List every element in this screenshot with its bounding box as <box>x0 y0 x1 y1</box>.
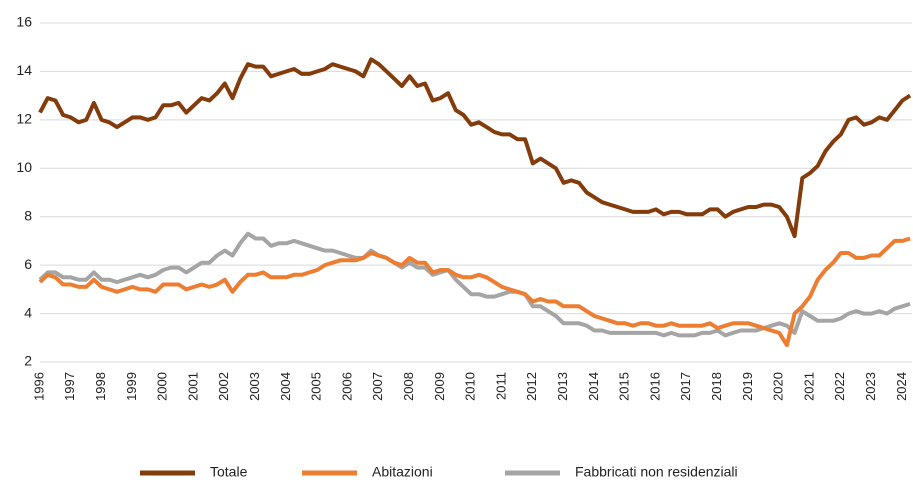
x-tick-label: 2013 <box>555 372 570 401</box>
x-tick-label: 2019 <box>740 372 755 401</box>
x-tick-label: 2015 <box>617 372 632 401</box>
x-tick-label: 2014 <box>586 372 601 401</box>
x-tick-label: 2007 <box>370 372 385 401</box>
y-tick-label: 6 <box>24 256 32 272</box>
x-tick-label: 2018 <box>709 372 724 401</box>
series-line <box>38 57 912 239</box>
x-tick-label: 1996 <box>31 372 46 401</box>
x-tick-label: 1997 <box>62 372 77 401</box>
y-tick-label: 4 <box>24 304 32 320</box>
y-tick-label: 10 <box>16 159 32 175</box>
x-tick-label: 2017 <box>678 372 693 401</box>
x-tick-label: 2022 <box>832 372 847 401</box>
x-tick-label: 2012 <box>524 372 539 401</box>
y-tick-label: 14 <box>16 62 32 78</box>
y-tick-label: 12 <box>16 111 32 127</box>
y-tick-label: 8 <box>24 207 32 223</box>
x-tick-label: 2009 <box>432 372 447 401</box>
x-tick-label: 2005 <box>309 372 324 401</box>
x-tick-label: 2011 <box>493 372 508 400</box>
legend-label: Abitazioni <box>372 464 433 480</box>
y-tick-label: 16 <box>16 14 32 30</box>
x-tick-label: 2016 <box>647 372 662 401</box>
x-tick-label: 2002 <box>216 372 231 401</box>
x-tick-label: 2001 <box>185 372 200 401</box>
x-tick-label: 2006 <box>339 372 354 401</box>
x-tick-label: 2000 <box>155 372 170 401</box>
x-tick-label: 2020 <box>771 372 786 401</box>
legend-label: Totale <box>210 464 248 480</box>
series-line <box>38 236 911 348</box>
x-tick-label: 2003 <box>247 372 262 401</box>
x-tick-label: 2004 <box>278 372 293 401</box>
x-tick-label: 1998 <box>93 372 108 401</box>
x-tick-label: 1999 <box>124 372 139 401</box>
legend-label: Fabbricati non residenziali <box>575 464 738 480</box>
x-tick-label: 2010 <box>463 372 478 401</box>
x-tick-label: 2008 <box>401 372 416 401</box>
y-tick-label: 2 <box>24 353 32 369</box>
x-tick-label: 2021 <box>801 372 816 401</box>
x-tick-label: 2023 <box>863 372 878 401</box>
x-tick-label: 2024 <box>894 372 909 401</box>
